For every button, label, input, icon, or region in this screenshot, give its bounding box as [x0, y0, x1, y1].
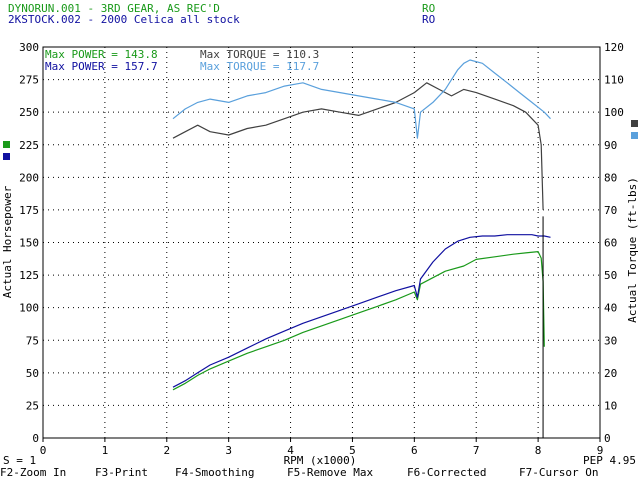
y-tick-label: 75 [26, 334, 39, 347]
y2-tick-label: 90 [604, 139, 617, 152]
y-tick-label: 150 [19, 237, 39, 250]
right-swatch-run1 [631, 120, 638, 127]
smoothing-status: S = 1 [3, 454, 36, 467]
y-axis-label: Actual Horsepower [1, 185, 14, 298]
x-tick-label: 4 [287, 444, 294, 457]
left-swatch-run1 [3, 141, 10, 148]
y-tick-label: 25 [26, 399, 39, 412]
y2-tick-label: 100 [604, 106, 624, 119]
series-line-2 [172, 82, 544, 210]
series-line-1 [172, 234, 551, 388]
y-tick-label: 175 [19, 204, 39, 217]
right-swatch-run2 [631, 132, 638, 139]
y2-tick-label: 30 [604, 334, 617, 347]
series-lines [172, 59, 551, 438]
x-tick-label: 9 [597, 444, 604, 457]
y-tick-label: 250 [19, 106, 39, 119]
fkey-smoothing[interactable]: F4-Smoothing [175, 466, 254, 479]
fkey-cursor-on[interactable]: F7-Cursor On [519, 466, 598, 479]
tick-labels: 0 1 2 3 4 5 6 7 8 9025507510012515017520022525027… [19, 41, 624, 457]
plot-frame [42, 46, 601, 439]
x-tick-label: 8 [535, 444, 542, 457]
x-tick-label: 2 [163, 444, 170, 457]
legend-run2-power: Max POWER = 157.7 [45, 60, 158, 73]
legend-run2-torque: Max TORQUE = 117.7 [200, 60, 319, 73]
run1-tag: RO [422, 2, 435, 15]
fkey-print[interactable]: F3-Print [95, 466, 148, 479]
y2-tick-label: 0 [604, 432, 611, 445]
y2-tick-label: 10 [604, 399, 617, 412]
y-tick-label: 100 [19, 302, 39, 315]
run2-label: 2KSTOCK.002 - 2000 Celica all stock [8, 13, 240, 26]
run1-label: DYNORUN.001 - 3RD GEAR, AS REC'D [8, 2, 220, 15]
series-line-0 [172, 251, 545, 391]
left-swatch-run2 [3, 153, 10, 160]
legend-run1-torque: Max TORQUE = 110.3 [200, 48, 319, 61]
y2-tick-label: 80 [604, 171, 617, 184]
x-tick-label: 0 [40, 444, 47, 457]
y2-tick-label: 50 [604, 269, 617, 282]
run2-tag: RO [422, 13, 435, 26]
y-tick-label: 125 [19, 269, 39, 282]
x-tick-label: 3 [225, 444, 232, 457]
series-line-3 [172, 59, 551, 139]
y2-tick-label: 60 [604, 237, 617, 250]
x-tick-label: 1 [102, 444, 109, 457]
x-axis-label: RPM (x1000) [284, 454, 357, 467]
y-tick-label: 275 [19, 74, 39, 87]
y-tick-label: 225 [19, 139, 39, 152]
x-tick-label: 5 [349, 444, 356, 457]
fkey-zoom-in[interactable]: F2-Zoom In [0, 466, 66, 479]
fkey-corrected[interactable]: F6-Corrected [407, 466, 486, 479]
y2-tick-label: 40 [604, 302, 617, 315]
y2-tick-label: 70 [604, 204, 617, 217]
x-tick-label: 7 [473, 444, 480, 457]
y-tick-label: 0 [32, 432, 39, 445]
version-status: PEP 4.95 [583, 454, 636, 467]
y2-tick-label: 110 [604, 74, 624, 87]
fkey-remove-max[interactable]: F5-Remove Max [287, 466, 373, 479]
y-tick-label: 300 [19, 41, 39, 54]
y2-tick-label: 120 [604, 41, 624, 54]
x-tick-label: 6 [411, 444, 418, 457]
legend-run1-power: Max POWER = 143.8 [45, 48, 158, 61]
grid-lines [42, 47, 601, 442]
y-tick-label: 200 [19, 171, 39, 184]
y2-tick-label: 20 [604, 367, 617, 380]
y-tick-label: 50 [26, 367, 39, 380]
y2-axis-label: Actual Torque (ft-lbs) [626, 177, 639, 323]
